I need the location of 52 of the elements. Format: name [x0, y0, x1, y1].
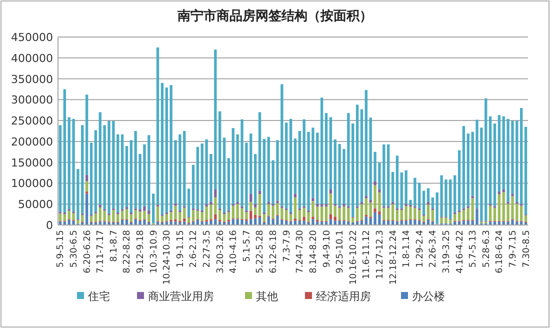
- x-tick-label: 1.8-1.14: [402, 230, 412, 268]
- x-tick-label: 11.6-11.12: [362, 230, 372, 280]
- x-tick-label: 7.11-7.17: [96, 230, 106, 274]
- x-tick-label: 6.18-6.24: [495, 230, 506, 274]
- legend-label: 住宅: [88, 290, 110, 303]
- chart-title: 南宁市商品房网签结构（按面积）: [176, 8, 372, 24]
- y-tick-label: 450000: [11, 31, 53, 44]
- x-tick-label: 10.3-10.9: [149, 230, 160, 274]
- y-tick-label: 400000: [11, 52, 53, 65]
- legend-label: 办公楼: [412, 290, 445, 303]
- x-tick-label: 4.16-4.22: [455, 230, 466, 274]
- x-tick-label: 5.22-5.28: [256, 230, 266, 274]
- x-tick-label: 10.16-10.22: [348, 230, 359, 285]
- x-tick-label: 7.9-7.15: [508, 230, 518, 268]
- x-tick-label: 3.20-3.26: [216, 230, 226, 274]
- legend-label: 经济适用房: [316, 290, 371, 303]
- y-tick-label: 150000: [11, 156, 53, 170]
- x-tick-label: 5.7-5.13: [468, 230, 479, 268]
- y-tick-label: 200000: [11, 135, 53, 148]
- x-tick-label: 6.12-6.18: [269, 230, 280, 274]
- x-tick-label: 8.22-8.28: [122, 230, 133, 274]
- x-tick-label: 2.6-2.12: [189, 230, 200, 268]
- x-tick-label: 5.30-6.5: [70, 230, 80, 268]
- legend-label: 商业营业用房: [148, 290, 214, 303]
- y-tick-label: 250000: [11, 114, 53, 128]
- x-tick-label: 11.27-12.3: [375, 230, 386, 280]
- x-tick-label: 8.14-8.20: [308, 230, 319, 274]
- x-tick-label: 8.1-8.7: [109, 230, 120, 262]
- x-tick-label: 1.29-2.4: [415, 230, 426, 268]
- x-tick-label: 2.27-3.5: [202, 230, 213, 268]
- x-tick-label: 3.19-3.25: [442, 230, 452, 274]
- x-tick-label: 9.25-10.1: [336, 230, 346, 274]
- x-tick-label: 6.20-6.26: [82, 230, 93, 274]
- x-tick-label: 5.9-5.15: [56, 230, 66, 268]
- x-tick-label: 7.24-7.30: [296, 230, 306, 274]
- x-tick-label: 9.4-9.10: [322, 230, 332, 268]
- x-tick-label: 5.1-5.7: [242, 230, 252, 262]
- x-tick-label: 10.24-10.30: [162, 230, 173, 285]
- x-tick-label: 7.30-8.5: [522, 230, 532, 268]
- y-tick-label: 0: [46, 219, 53, 232]
- x-tick-label: 2.26-3.4: [428, 230, 439, 268]
- legend-label: 其他: [256, 290, 278, 303]
- y-tick-label: 350000: [11, 72, 53, 86]
- x-tick-label: 4.10-4.16: [229, 230, 240, 274]
- y-tick-label: 50000: [18, 198, 53, 212]
- x-tick-label: 7.3-7.9: [282, 230, 292, 262]
- x-tick-label: 5.28-6.3: [482, 230, 492, 268]
- x-tick-label: 9.12-9.18: [136, 230, 146, 274]
- x-tick-label: 1.9-1.15: [176, 230, 186, 268]
- y-tick-label: 100000: [11, 177, 53, 190]
- x-tick-label: 12.18-12.24: [388, 230, 399, 285]
- y-tick-label: 300000: [11, 94, 53, 107]
